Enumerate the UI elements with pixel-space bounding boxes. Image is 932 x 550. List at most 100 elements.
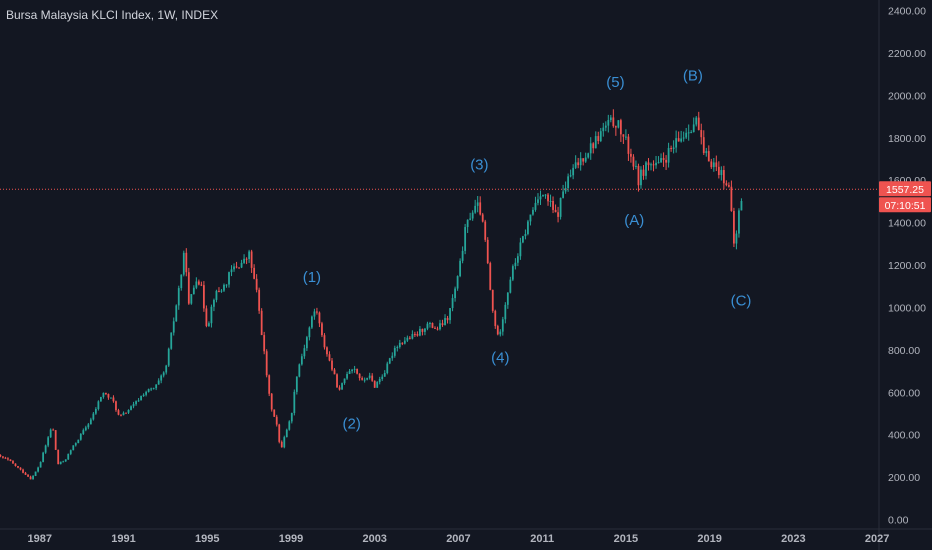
candle-body bbox=[411, 334, 414, 339]
candle-body bbox=[2, 456, 4, 458]
candle-body bbox=[403, 340, 406, 344]
candle-body bbox=[614, 126, 617, 128]
candle-body bbox=[89, 419, 92, 425]
wave-label: (2) bbox=[343, 415, 361, 432]
candle-body bbox=[685, 132, 688, 138]
candle-body bbox=[376, 382, 379, 388]
candle-body bbox=[406, 337, 409, 341]
candle-body bbox=[383, 372, 386, 377]
candle-body bbox=[72, 445, 75, 451]
candle-body bbox=[393, 347, 396, 356]
candle-body bbox=[182, 252, 185, 275]
wave-label: (B) bbox=[683, 68, 703, 85]
candle-body bbox=[604, 125, 607, 128]
candle-body bbox=[295, 376, 298, 392]
candle-body bbox=[12, 461, 14, 464]
candle-body bbox=[471, 212, 474, 219]
candle-body bbox=[356, 368, 359, 374]
candle-body bbox=[62, 461, 65, 463]
candle-body bbox=[557, 212, 559, 217]
candle-body bbox=[195, 281, 198, 288]
candle-body bbox=[213, 299, 215, 307]
candle-body bbox=[220, 290, 223, 292]
candle-body bbox=[426, 323, 429, 329]
candle-body bbox=[564, 188, 567, 192]
candle-body bbox=[67, 453, 70, 460]
y-tick-label: 800.00 bbox=[888, 345, 920, 357]
candle-body bbox=[77, 439, 80, 444]
candle-body bbox=[652, 164, 655, 166]
candle-body bbox=[373, 380, 376, 388]
candle-body bbox=[451, 298, 454, 309]
candle-body bbox=[386, 363, 389, 373]
candle-body bbox=[527, 221, 529, 234]
candle-body bbox=[112, 397, 115, 402]
candle-body bbox=[562, 191, 564, 198]
candle-body bbox=[278, 424, 281, 442]
candle-body bbox=[378, 378, 381, 383]
candle-body bbox=[514, 262, 517, 267]
candle-body bbox=[52, 429, 55, 431]
candle-body bbox=[122, 412, 125, 416]
candle-body bbox=[49, 429, 52, 438]
candle-body bbox=[692, 124, 695, 133]
candle-body bbox=[338, 387, 341, 390]
candle-body bbox=[632, 156, 635, 167]
candle-body bbox=[584, 157, 587, 162]
candle-body bbox=[464, 227, 467, 251]
candle-body bbox=[273, 409, 276, 417]
candle-body bbox=[398, 342, 401, 348]
candle-body bbox=[265, 351, 268, 376]
candle-body bbox=[554, 209, 557, 213]
candle-body bbox=[722, 170, 725, 184]
candle-body bbox=[720, 170, 723, 176]
x-tick-label: 2003 bbox=[362, 533, 386, 545]
candle-body bbox=[624, 136, 627, 138]
candle-body bbox=[42, 452, 45, 462]
candle-body bbox=[549, 200, 552, 202]
candle-body bbox=[727, 185, 730, 187]
candle-body bbox=[64, 459, 67, 462]
candle-body bbox=[481, 214, 484, 222]
candle-body bbox=[238, 267, 240, 269]
candle-body bbox=[429, 323, 431, 325]
candle-body bbox=[434, 327, 436, 329]
candle-body bbox=[662, 158, 665, 160]
y-tick-label: 1200.00 bbox=[888, 260, 926, 272]
y-tick-label: 2400.00 bbox=[888, 6, 926, 18]
candle-body bbox=[735, 233, 738, 244]
candle-body bbox=[303, 348, 306, 357]
candle-body bbox=[24, 472, 27, 475]
x-tick-label: 2015 bbox=[614, 533, 638, 545]
candle-body bbox=[245, 258, 248, 260]
wave-label: (5) bbox=[606, 74, 624, 91]
candle-body bbox=[725, 183, 728, 186]
candle-body bbox=[270, 393, 273, 410]
candle-body bbox=[413, 334, 416, 336]
candle-body bbox=[333, 369, 336, 375]
candle-body bbox=[308, 327, 311, 338]
candle-body bbox=[326, 347, 328, 355]
candle-body bbox=[305, 337, 308, 349]
chart-title: Bursa Malaysia KLCI Index, 1W, INDEX bbox=[6, 8, 219, 22]
candle-body bbox=[677, 138, 680, 142]
candle-body bbox=[285, 429, 288, 438]
x-tick-label: 1991 bbox=[111, 533, 135, 545]
candle-body bbox=[665, 159, 667, 163]
y-tick-label: 2200.00 bbox=[888, 48, 926, 60]
candle-body bbox=[572, 167, 575, 176]
candle-body bbox=[313, 311, 316, 317]
candle-body bbox=[240, 262, 243, 268]
candle-body bbox=[353, 368, 356, 370]
candle-body bbox=[506, 292, 509, 305]
candle-body bbox=[542, 195, 544, 197]
candle-body bbox=[248, 251, 251, 260]
candle-body bbox=[408, 337, 411, 339]
candle-body bbox=[150, 388, 153, 390]
candle-body bbox=[290, 413, 293, 422]
candle-body bbox=[436, 328, 439, 330]
candle-body bbox=[54, 430, 57, 450]
candle-body bbox=[619, 120, 622, 135]
